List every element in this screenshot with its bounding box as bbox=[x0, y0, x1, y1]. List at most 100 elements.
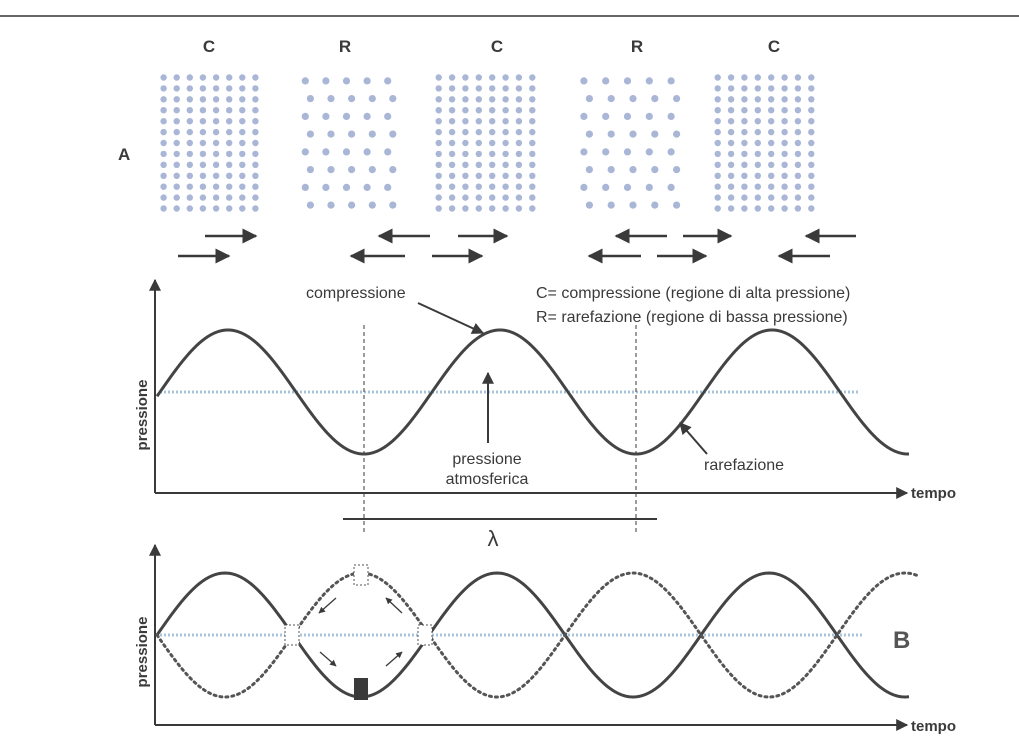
particle bbox=[448, 118, 456, 125]
particle bbox=[754, 194, 761, 201]
particle bbox=[741, 172, 748, 179]
particle bbox=[462, 74, 469, 81]
particle bbox=[160, 150, 167, 158]
particle bbox=[462, 161, 469, 168]
particle bbox=[714, 107, 721, 114]
particle bbox=[301, 77, 309, 85]
particle bbox=[226, 205, 233, 212]
particle bbox=[781, 205, 788, 212]
particle bbox=[741, 139, 748, 147]
particle bbox=[226, 172, 233, 179]
particle bbox=[384, 77, 392, 85]
particle bbox=[462, 183, 469, 190]
particle bbox=[173, 107, 180, 114]
particle bbox=[199, 194, 207, 201]
particle bbox=[645, 183, 653, 191]
particle bbox=[226, 161, 233, 168]
particle bbox=[768, 85, 775, 92]
particle bbox=[529, 74, 536, 81]
particle bbox=[322, 148, 330, 156]
particle bbox=[252, 183, 259, 190]
particle bbox=[173, 85, 180, 92]
particle bbox=[529, 172, 536, 179]
particle bbox=[794, 96, 802, 103]
particle bbox=[754, 118, 761, 125]
particle bbox=[448, 172, 456, 179]
particle bbox=[667, 77, 675, 85]
particle bbox=[475, 194, 482, 201]
particle bbox=[448, 161, 456, 168]
particle bbox=[502, 205, 509, 212]
particle bbox=[515, 150, 523, 158]
bottom-x-axis-label: tempo bbox=[911, 718, 956, 735]
particle bbox=[384, 112, 392, 120]
particle bbox=[212, 118, 220, 125]
particle bbox=[502, 194, 509, 201]
particle-box-bottom bbox=[354, 678, 368, 700]
particle bbox=[301, 148, 309, 156]
particle bbox=[794, 172, 802, 179]
particle bbox=[226, 139, 233, 147]
particle bbox=[754, 183, 761, 190]
particle bbox=[226, 128, 233, 136]
particle bbox=[794, 150, 802, 158]
panel-b-label-bg bbox=[863, 600, 925, 672]
particle bbox=[502, 150, 509, 158]
particle bbox=[515, 107, 523, 114]
particle bbox=[781, 85, 788, 92]
particle bbox=[602, 148, 610, 156]
particle bbox=[348, 95, 356, 103]
particle bbox=[226, 96, 233, 103]
particle bbox=[462, 150, 469, 158]
particle bbox=[515, 74, 523, 81]
particle bbox=[199, 96, 207, 103]
region-label-4: R bbox=[631, 37, 643, 56]
particle bbox=[239, 150, 246, 158]
particle bbox=[475, 85, 482, 92]
particle bbox=[212, 183, 220, 190]
particle bbox=[727, 74, 735, 81]
particle bbox=[199, 139, 207, 147]
particle bbox=[226, 150, 233, 158]
particle bbox=[714, 150, 721, 158]
particle bbox=[629, 130, 637, 138]
particle bbox=[741, 107, 748, 114]
panel-b-label: B bbox=[893, 627, 910, 654]
particle bbox=[808, 194, 815, 201]
particle bbox=[754, 85, 761, 92]
particle bbox=[580, 148, 588, 156]
particle bbox=[435, 194, 442, 201]
particle bbox=[252, 74, 259, 81]
particle bbox=[239, 172, 246, 179]
particle bbox=[741, 194, 748, 201]
particle bbox=[794, 161, 802, 168]
particle bbox=[808, 139, 815, 147]
region-label-1: C bbox=[203, 37, 215, 56]
particle bbox=[160, 118, 167, 125]
particle bbox=[768, 172, 775, 179]
particle bbox=[342, 183, 351, 191]
particle bbox=[727, 205, 735, 212]
particle bbox=[462, 194, 469, 201]
particle bbox=[714, 139, 721, 147]
particle bbox=[515, 128, 523, 136]
bottom-chart-axes bbox=[149, 543, 909, 731]
particle bbox=[239, 194, 246, 201]
particle bbox=[768, 194, 775, 201]
particle bbox=[173, 96, 180, 103]
particle bbox=[515, 118, 523, 125]
particle bbox=[389, 201, 397, 209]
particle bbox=[252, 150, 259, 158]
particle bbox=[239, 205, 246, 212]
particle bbox=[239, 139, 246, 147]
particle bbox=[714, 194, 721, 201]
particle bbox=[212, 128, 220, 136]
particle bbox=[515, 183, 523, 190]
particle bbox=[448, 150, 456, 158]
particle bbox=[226, 107, 233, 114]
particle bbox=[160, 96, 167, 103]
particle bbox=[173, 194, 180, 201]
top-chart-axes bbox=[149, 278, 909, 499]
particle bbox=[186, 139, 193, 147]
region-label-3: C bbox=[491, 37, 503, 56]
